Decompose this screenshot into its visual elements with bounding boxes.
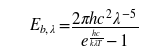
Text: $E_{b,\lambda} = \dfrac{2\pi h c^{2} \lambda^{-5}}{e^{\frac{hc}{k\lambda T}} - 1: $E_{b,\lambda} = \dfrac{2\pi h c^{2} \la… <box>29 7 138 49</box>
